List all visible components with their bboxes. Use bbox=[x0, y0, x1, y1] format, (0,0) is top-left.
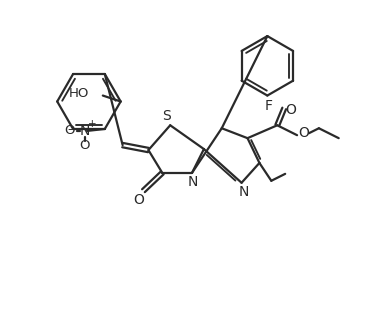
Text: O: O bbox=[286, 103, 296, 117]
Text: O: O bbox=[80, 139, 90, 152]
Text: F: F bbox=[264, 100, 272, 113]
Text: O: O bbox=[133, 192, 144, 207]
Text: N: N bbox=[188, 175, 198, 189]
Text: O: O bbox=[299, 126, 310, 140]
Text: S: S bbox=[162, 109, 171, 123]
Text: O: O bbox=[64, 125, 75, 137]
Text: N: N bbox=[80, 124, 90, 138]
Text: +: + bbox=[88, 119, 96, 129]
Text: -: - bbox=[68, 123, 72, 136]
Text: N: N bbox=[238, 185, 249, 199]
Text: HO: HO bbox=[69, 87, 89, 100]
